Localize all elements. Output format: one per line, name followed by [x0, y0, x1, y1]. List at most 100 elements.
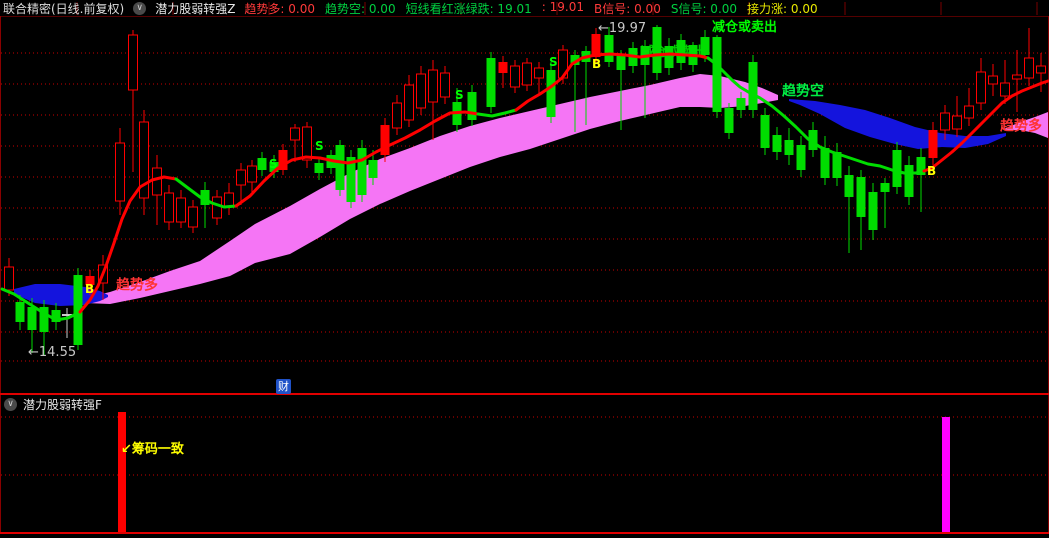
price-high-label: ←19.97 — [598, 21, 646, 36]
candlestick — [700, 37, 710, 55]
candlestick — [346, 157, 356, 202]
candlestick — [928, 130, 938, 158]
candlestick — [772, 135, 782, 152]
candlestick — [988, 75, 998, 85]
candlestick — [760, 115, 770, 148]
ma-line-segment — [174, 177, 238, 209]
ma-line-segment — [514, 52, 710, 112]
candlestick — [952, 115, 962, 130]
indicator-param: S信号: 0.00 — [670, 2, 738, 16]
candlestick — [357, 148, 367, 195]
candlestick — [832, 152, 842, 178]
panel2-header: ∨ 潜力股弱转强F — [4, 396, 102, 413]
candlestick — [1036, 65, 1046, 74]
ma-line-segment — [922, 79, 1049, 173]
indicator-param: : 19.01 — [541, 0, 585, 14]
candlestick — [368, 160, 378, 178]
panel2-title[interactable]: 潜力股弱转强F — [23, 398, 102, 412]
candlestick — [164, 192, 174, 223]
candlestick — [868, 192, 878, 230]
trend-band-blue-left — [14, 284, 108, 306]
candlestick — [940, 112, 950, 131]
candlestick — [1024, 57, 1034, 79]
candlestick — [664, 46, 674, 68]
trend-short-label: 趋势空 — [782, 83, 824, 100]
candlestick — [820, 148, 830, 178]
candlestick — [498, 62, 508, 73]
candlestick — [128, 34, 138, 91]
indicator-title: 潜力股弱转强Z — [155, 2, 236, 16]
candlestick — [534, 67, 544, 79]
candlestick — [278, 150, 288, 170]
indicator-params: 趋势多: 0.00 趋势空: 0.00 短线看红涨绿跌: 19.01: 19.01 B… — [244, 0, 818, 17]
buy-signal-marker: B — [927, 164, 936, 178]
ma-line-segment — [706, 56, 926, 175]
candlestick — [1012, 74, 1022, 80]
candlestick — [269, 162, 279, 172]
candlestick — [880, 183, 890, 192]
candlestick — [736, 98, 746, 110]
indicator-param: B信号: 0.00 — [594, 2, 661, 16]
chevron-down-icon[interactable]: ∨ — [4, 398, 17, 411]
buy-signal-marker: B — [85, 282, 94, 296]
candlestick — [1000, 82, 1010, 97]
finance-badge[interactable]: 财 — [276, 379, 291, 394]
candlestick — [15, 302, 25, 322]
candlestick — [51, 310, 61, 322]
candlestick — [85, 276, 95, 285]
chart-header-bar: 联合精密(日线.前复权) ∨ 潜力股弱转强Z 趋势多: 0.00 趋势空: 0.0… — [0, 0, 1049, 17]
candlestick — [652, 27, 662, 73]
ma-line-segment — [476, 108, 518, 118]
red-signal-bar — [118, 412, 126, 532]
candlestick — [604, 35, 614, 62]
candlestick — [440, 72, 450, 98]
trend-long-label-left: 趋势多 — [116, 277, 158, 294]
stock-title: 联合精密(日线.前复权) — [3, 2, 125, 16]
candlestick — [844, 175, 854, 197]
candlestick — [290, 127, 300, 141]
trend-band-pink — [85, 74, 778, 304]
sell-signal-marker: S — [269, 157, 278, 171]
candlestick — [39, 307, 49, 332]
chevron-down-icon[interactable]: ∨ — [133, 2, 147, 15]
indicator-param: 接力涨: 0.00 — [747, 2, 818, 16]
candlestick — [335, 145, 345, 190]
candlestick — [236, 169, 246, 186]
reduce-or-sell-label: 减仓或卖出 — [712, 19, 777, 35]
chips-consistent-label: ↙筹码一致 — [121, 442, 184, 457]
price-low-label: ←14.55 — [28, 345, 76, 360]
candlestick — [188, 206, 198, 228]
candlestick — [404, 84, 414, 121]
trend-long-label-right: 趋势多 — [1000, 118, 1042, 135]
magenta-signal-bar — [942, 417, 950, 532]
candlestick — [904, 165, 914, 197]
candlestick — [247, 165, 257, 183]
candlestick — [152, 167, 162, 196]
candlestick — [964, 105, 974, 119]
candlestick — [212, 196, 222, 219]
candlestick — [591, 34, 601, 57]
candlestick — [712, 37, 722, 112]
candlestick — [4, 266, 14, 291]
candlestick — [616, 56, 626, 70]
candlestick — [467, 92, 477, 120]
candlestick — [139, 121, 149, 199]
candlestick — [380, 125, 390, 155]
candlestick — [115, 142, 125, 202]
trend-band-pink-right — [1004, 112, 1048, 138]
candlestick — [808, 130, 818, 150]
candlestick — [892, 150, 902, 187]
candlestick — [73, 275, 83, 345]
candlestick — [546, 70, 556, 117]
sell-signal-marker: S — [455, 88, 464, 102]
candlestick — [724, 108, 734, 133]
candlestick — [428, 69, 438, 103]
sell-signal-marker: S — [549, 55, 558, 69]
candlestick — [976, 71, 986, 104]
candlestick — [302, 126, 312, 161]
candlestick — [416, 73, 426, 109]
indicator-param: 趋势空: 0.00 — [325, 2, 396, 16]
candlestick — [392, 102, 402, 129]
